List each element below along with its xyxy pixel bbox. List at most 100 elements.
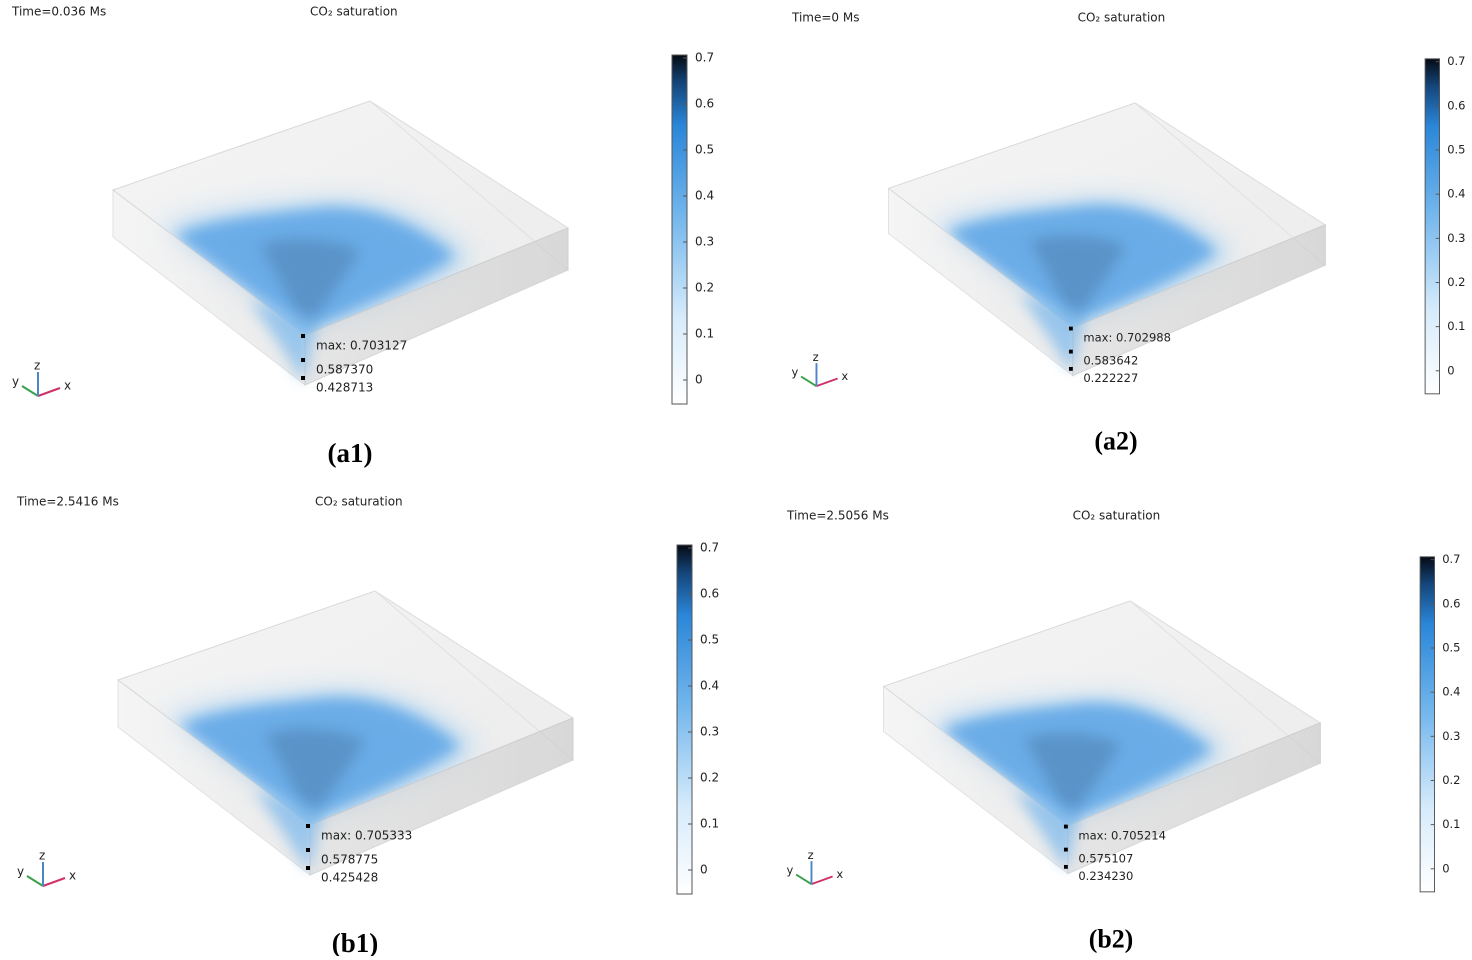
axis-label: y [17,865,24,879]
colorbar-label: 0.4 [700,679,719,693]
point-marker [1063,847,1068,852]
point-marker [306,824,310,828]
point-label: max: 0.703127 [316,339,407,353]
axis-label: z [808,848,814,862]
point-marker [306,848,310,852]
colorbar-label: 0 [700,863,708,877]
point-label: 0.583642 [1083,354,1138,368]
colorbar-label: 0.7 [700,541,719,555]
colorbar-label: 0.1 [700,817,719,831]
point-label: 0.428713 [316,381,373,395]
well-plume [1020,294,1086,373]
axis-y [21,385,39,397]
colorbar-label: 0.6 [695,97,714,111]
plot-title: CO₂ saturation [1073,509,1161,523]
axis-label: y [792,365,799,379]
point-label: 0.425428 [321,871,378,885]
colorbar-label: 0.3 [695,235,714,249]
point-label: max: 0.705333 [321,829,412,843]
point-marker [301,334,305,338]
axis-label: z [813,350,819,364]
point-label: 0.222227 [1083,371,1138,385]
colorbar-label: 0.4 [695,189,714,203]
axis-label: x [64,379,71,393]
point-label: max: 0.702988 [1083,331,1171,345]
colorbar-label: 0.2 [695,281,714,295]
panel: Time=0.036 Ms CO₂ saturation max: 0.703127… [11,5,714,469]
axis-triad: x y z [17,849,76,887]
colorbar-label: 0.2 [700,771,719,785]
axis-y [26,875,44,887]
time-label: Time=0 Ms [791,11,859,25]
colorbar-label: 0.3 [1442,729,1460,743]
colorbar-label: 0.3 [700,725,719,739]
panel: Time=0 Ms CO₂ saturation max: 0.702988 0.58… [791,11,1466,456]
colorbar [1419,556,1436,893]
point-marker [1068,366,1073,371]
colorbar-label: 0.7 [695,51,714,65]
point-label: 0.587370 [316,363,373,377]
colorbar-label: 0 [1442,861,1449,875]
axis-y [795,873,812,885]
axis-label: z [34,359,40,373]
panel: Time=2.5416 Ms CO₂ saturation max: 0.70533… [16,495,719,959]
co2-core [265,728,365,820]
axis-y [800,375,817,387]
point-marker [1068,349,1073,354]
panel: Time=2.5056 Ms CO₂ saturation max: 0.70521… [786,509,1461,954]
colorbar-label: 0.4 [1442,685,1460,699]
axis-x [816,377,838,388]
colorbar-label: 0.5 [695,143,714,157]
point-marker [301,376,305,380]
axis-x [42,877,66,887]
colorbar-label: 0.6 [1442,596,1460,610]
time-label: Time=2.5416 Ms [16,495,119,509]
colorbar-label: 0.1 [695,327,714,341]
axis-triad: xyz [787,848,843,886]
point-label: 0.234230 [1078,869,1133,883]
colorbar-label: 0.4 [1447,187,1465,201]
axis-label: x [841,369,848,383]
co2-core [260,238,360,330]
caption: (a2) [1094,427,1137,456]
colorbar-label: 0.1 [1442,817,1460,831]
colorbar-label: 0.5 [1447,143,1465,157]
point-marker [1063,864,1068,869]
colorbar-label: 0 [1447,363,1454,377]
point-label: 0.578775 [321,853,378,867]
colorbar-label: 0.5 [1442,641,1460,655]
render-view: max: 0.705333 0.578775 0.425428 0 0.1 0.2 0.3 0… [17,541,719,959]
colorbar [1424,58,1441,395]
colorbar-label: 0.2 [1442,773,1460,787]
colorbar-label: 0.6 [1447,98,1465,112]
plot-title: CO₂ saturation [1078,11,1166,25]
axis-x [811,875,833,886]
colorbar-label: 0.3 [1447,231,1465,245]
colorbar [676,544,693,895]
axis-label: z [39,849,45,863]
axis-x [37,387,61,397]
point-marker [1068,326,1073,331]
time-label: Time=0.036 Ms [11,5,106,19]
co2-core [1029,235,1126,323]
colorbar-label: 0.7 [1447,54,1465,68]
colorbar-label: 0.6 [700,587,719,601]
plot-title: CO₂ saturation [310,5,398,19]
caption: (a1) [328,438,373,468]
axis-label: y [12,375,19,389]
point-marker [306,866,310,870]
colorbar [671,54,688,405]
axis-label: x [836,867,843,881]
time-label: Time=2.5056 Ms [786,509,889,523]
render-view: max: 0.702988 0.583642 0.222227 0 0.1 0.2 0.3 0… [792,54,1466,456]
caption: (b1) [332,928,379,956]
point-label: 0.575107 [1078,852,1133,866]
caption: (b2) [1089,925,1134,954]
axis-triad: x yz [792,350,848,388]
axis-triad: x y z [12,359,71,397]
colorbar-label: 0 [695,373,703,387]
axis-label: x [69,869,76,883]
colorbar-label: 0.2 [1447,275,1465,289]
plot-title: CO₂ saturation [315,495,403,509]
